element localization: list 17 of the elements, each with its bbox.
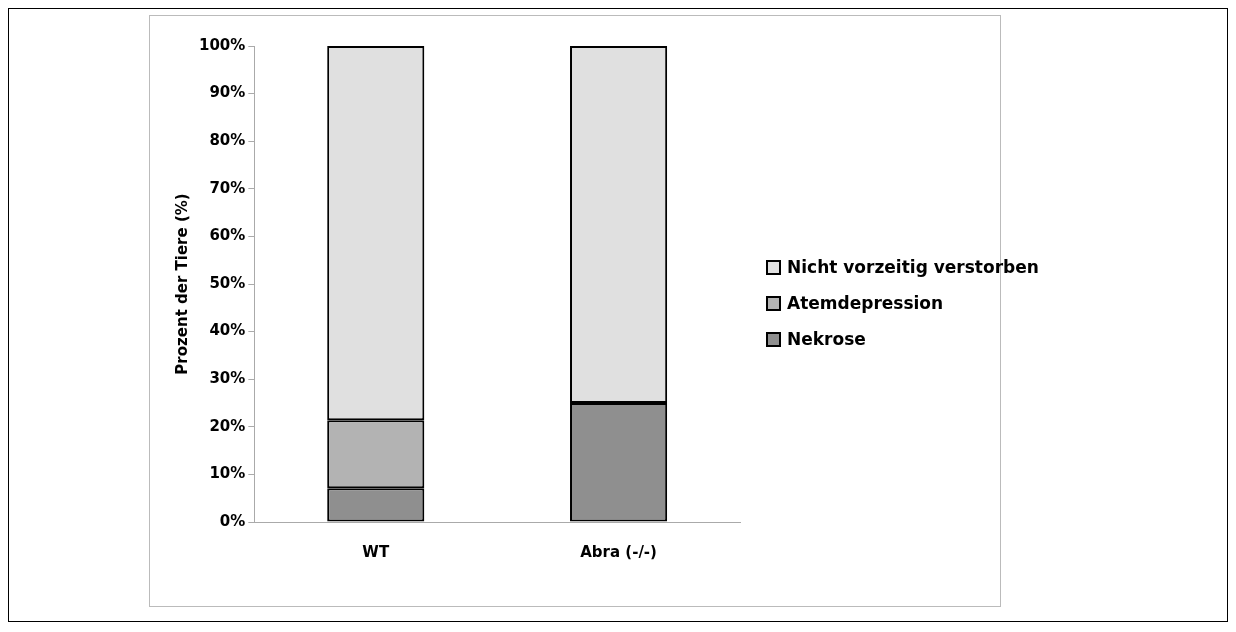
- legend-label: Atemdepression: [787, 293, 944, 313]
- y-tick-label: 0%: [219, 511, 246, 530]
- legend-label: Nicht vorzeitig verstorben: [787, 257, 1039, 277]
- y-tick-label: 60%: [209, 226, 246, 245]
- y-tick-label: 50%: [209, 273, 246, 292]
- y-tick-label: 40%: [209, 321, 246, 340]
- y-tick-label: 80%: [209, 131, 246, 150]
- legend-label: Nekrose: [787, 329, 866, 349]
- x-tick-label: Abra (-/-): [580, 542, 657, 561]
- x-tick-label: WT: [362, 542, 390, 561]
- y-axis-title: Prozent der Tiere (%): [172, 193, 191, 375]
- y-tick-label: 20%: [209, 416, 246, 435]
- y-tick-label: 30%: [209, 369, 246, 388]
- y-tick-label: 10%: [209, 464, 246, 483]
- y-tick-label: 100%: [199, 35, 246, 54]
- y-tick-label: 70%: [209, 178, 246, 197]
- y-tick-label: 90%: [209, 83, 246, 102]
